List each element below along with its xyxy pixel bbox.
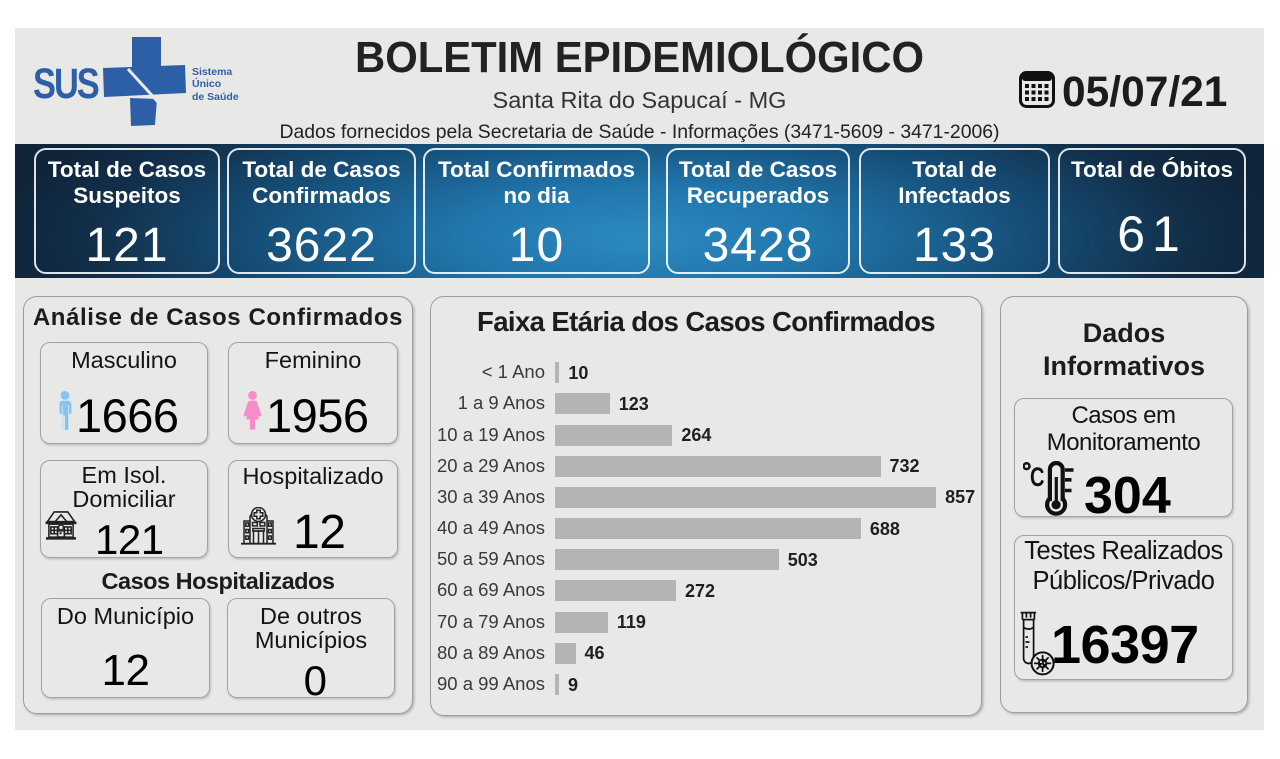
svg-text:C: C — [1030, 462, 1045, 492]
